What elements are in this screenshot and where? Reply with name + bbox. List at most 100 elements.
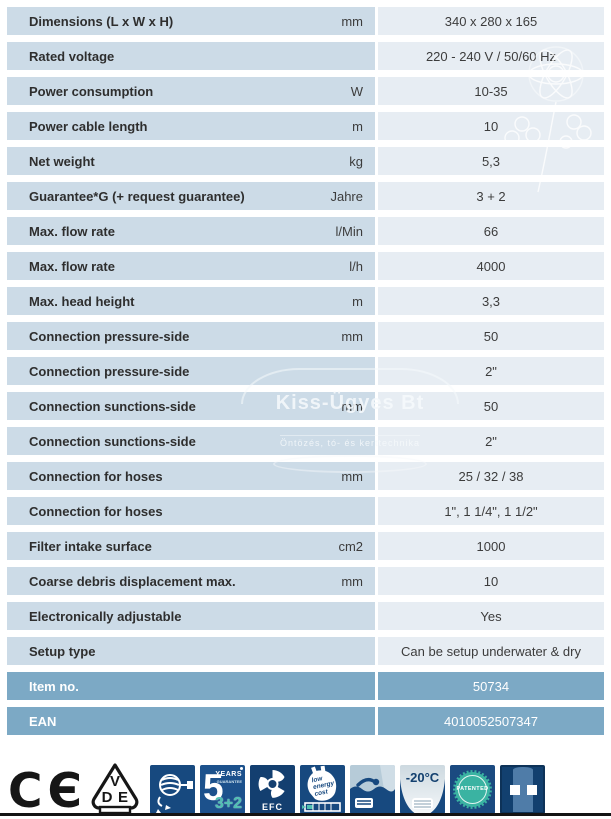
dry-setup-square-right [527,785,537,795]
spec-label-cell: Item no. [7,672,375,700]
spec-row: Connection pressure-side mm 50 [7,322,604,350]
spec-label: Electronically adjustable [29,608,182,624]
certification-strip: CЄ V D E 5 YEARS GUARANTEE 3+2 [8,762,545,815]
svg-text:D: D [102,789,113,806]
spec-row: Power cable length m 10 [7,112,604,140]
spec-label: Coarse debris displacement max. [29,573,236,589]
spec-label-cell: Connection for hoses [7,497,375,525]
spec-row: Max. flow rate l/h 4000 [7,252,604,280]
spec-row: Dimensions (L x W x H) mm 340 x 280 x 165 [7,7,604,35]
spec-value-cell: 50 [378,392,604,420]
spec-row: Max. head height m 3,3 [7,287,604,315]
spec-label: EAN [29,713,57,729]
guarantee-3plus2: 3+2 [214,795,242,812]
spec-value-cell: 66 [378,217,604,245]
spec-unit: Jahre [330,188,363,204]
frost-resistant-badge: -20°C [400,765,445,814]
guarantee-label: GUARANTEE [216,779,242,784]
spec-label: Connection sunctions-side [29,398,196,414]
spec-row: EAN 4010052507347 [7,707,604,735]
spec-value: 340 x 280 x 165 [444,13,538,29]
spec-value-cell: 1", 1 1/4", 1 1/2" [378,497,604,525]
spec-value: 220 - 240 V / 50/60 Hz [425,48,557,64]
spec-value: Can be setup underwater & dry [401,643,581,659]
spec-unit: W [350,83,363,99]
spec-label: Connection for hoses [29,468,163,484]
spec-row: Rated voltage 220 - 240 V / 50/60 Hz [7,42,604,70]
spec-label: Power cable length [29,118,148,134]
spec-label: Guarantee*G (+ request guarantee) [29,188,245,204]
svg-text:E: E [118,789,128,806]
dry-setup-icon [500,765,545,814]
spec-value: 25 / 32 / 38 [458,468,524,484]
spec-unit: mm [341,328,363,344]
spec-value: 1", 1 1/4", 1 1/2" [444,503,538,519]
spec-value-cell: 2" [378,357,604,385]
spec-unit: mm [341,13,363,29]
spec-unit: kg [349,153,363,169]
spec-row: Connection sunctions-side mm 50 [7,392,604,420]
years-number: 5 [203,767,224,808]
ce-letter-c: C [8,764,48,819]
spec-row: Connection for hoses mm 25 / 32 / 38 [7,462,604,490]
spec-label-cell: Max. flow rate l/Min [7,217,375,245]
spec-unit: mm [341,398,363,414]
five-years-guarantee-badge: 5 YEARS GUARANTEE 3+2 [200,765,245,814]
patented-badge: PATENTED [450,765,495,814]
spec-label: Connection pressure-side [29,328,190,344]
spec-label-cell: Connection sunctions-side mm [7,392,375,420]
spec-value-cell: 340 x 280 x 165 [378,7,604,35]
spec-label-cell: Filter intake surface cm2 [7,532,375,560]
spec-value: 2" [485,433,497,449]
spec-row: Guarantee*G (+ request guarantee) Jahre 3 … [7,182,604,210]
spec-value-cell: 50 [378,322,604,350]
ce-letter-e: Є [47,764,87,819]
spec-row: Setup type Can be setup underwater & dry [7,637,604,665]
spec-unit: l/Min [335,223,363,239]
spec-value-cell: 1000 [378,532,604,560]
spec-unit: l/h [349,258,363,274]
spec-label-cell: Max. flow rate l/h [7,252,375,280]
spec-label-cell: Net weight kg [7,147,375,175]
spec-value-cell: 10-35 [378,77,604,105]
spec-label: Setup type [29,643,96,659]
patented-label: PATENTED [456,786,489,792]
spec-value-cell: 2" [378,427,604,455]
spec-value: 2" [485,363,497,379]
spec-unit: cm2 [338,538,363,554]
spec-row: Item no. 50734 [7,672,604,700]
spec-label: Max. head height [29,293,135,309]
spec-value: 10 [483,118,499,134]
spec-label-cell: Connection for hoses mm [7,462,375,490]
spec-row: Coarse debris displacement max. mm 10 [7,567,604,595]
spec-value-cell: Yes [378,602,604,630]
spec-value: 50 [483,398,499,414]
spec-label: Item no. [29,678,79,694]
spec-value: 66 [483,223,499,239]
spec-value: 3 + 2 [476,188,506,204]
spec-label: Connection pressure-side [29,363,190,379]
efc-badge: EFC [250,765,295,814]
spec-label: Power consumption [29,83,154,99]
spec-value-cell: 4010052507347 [378,707,604,735]
spec-value: 3,3 [481,293,501,309]
spec-value-cell: Can be setup underwater & dry [378,637,604,665]
spec-label-cell: Connection sunctions-side [7,427,375,455]
spec-label: Rated voltage [29,48,115,64]
spec-label-cell: Rated voltage [7,42,375,70]
spec-row: Filter intake surface cm2 1000 [7,532,604,560]
low-energy-cost-badge: low energy cost [300,765,345,814]
spec-label-cell: Electronically adjustable [7,602,375,630]
spec-row: Connection pressure-side 2" [7,357,604,385]
spec-row: Electronically adjustable Yes [7,602,604,630]
spec-label-cell: Power consumption W [7,77,375,105]
spec-label-cell: Connection pressure-side [7,357,375,385]
spec-label-cell: Setup type [7,637,375,665]
spec-row: Connection for hoses 1", 1 1/4", 1 1/2" [7,497,604,525]
spec-unit: mm [341,573,363,589]
spec-label-cell: Guarantee*G (+ request guarantee) Jahre [7,182,375,210]
spec-label: Max. flow rate [29,258,115,274]
spec-row: Power consumption W 10-35 [7,77,604,105]
spec-label: Filter intake surface [29,538,152,554]
spec-label-cell: Connection pressure-side mm [7,322,375,350]
